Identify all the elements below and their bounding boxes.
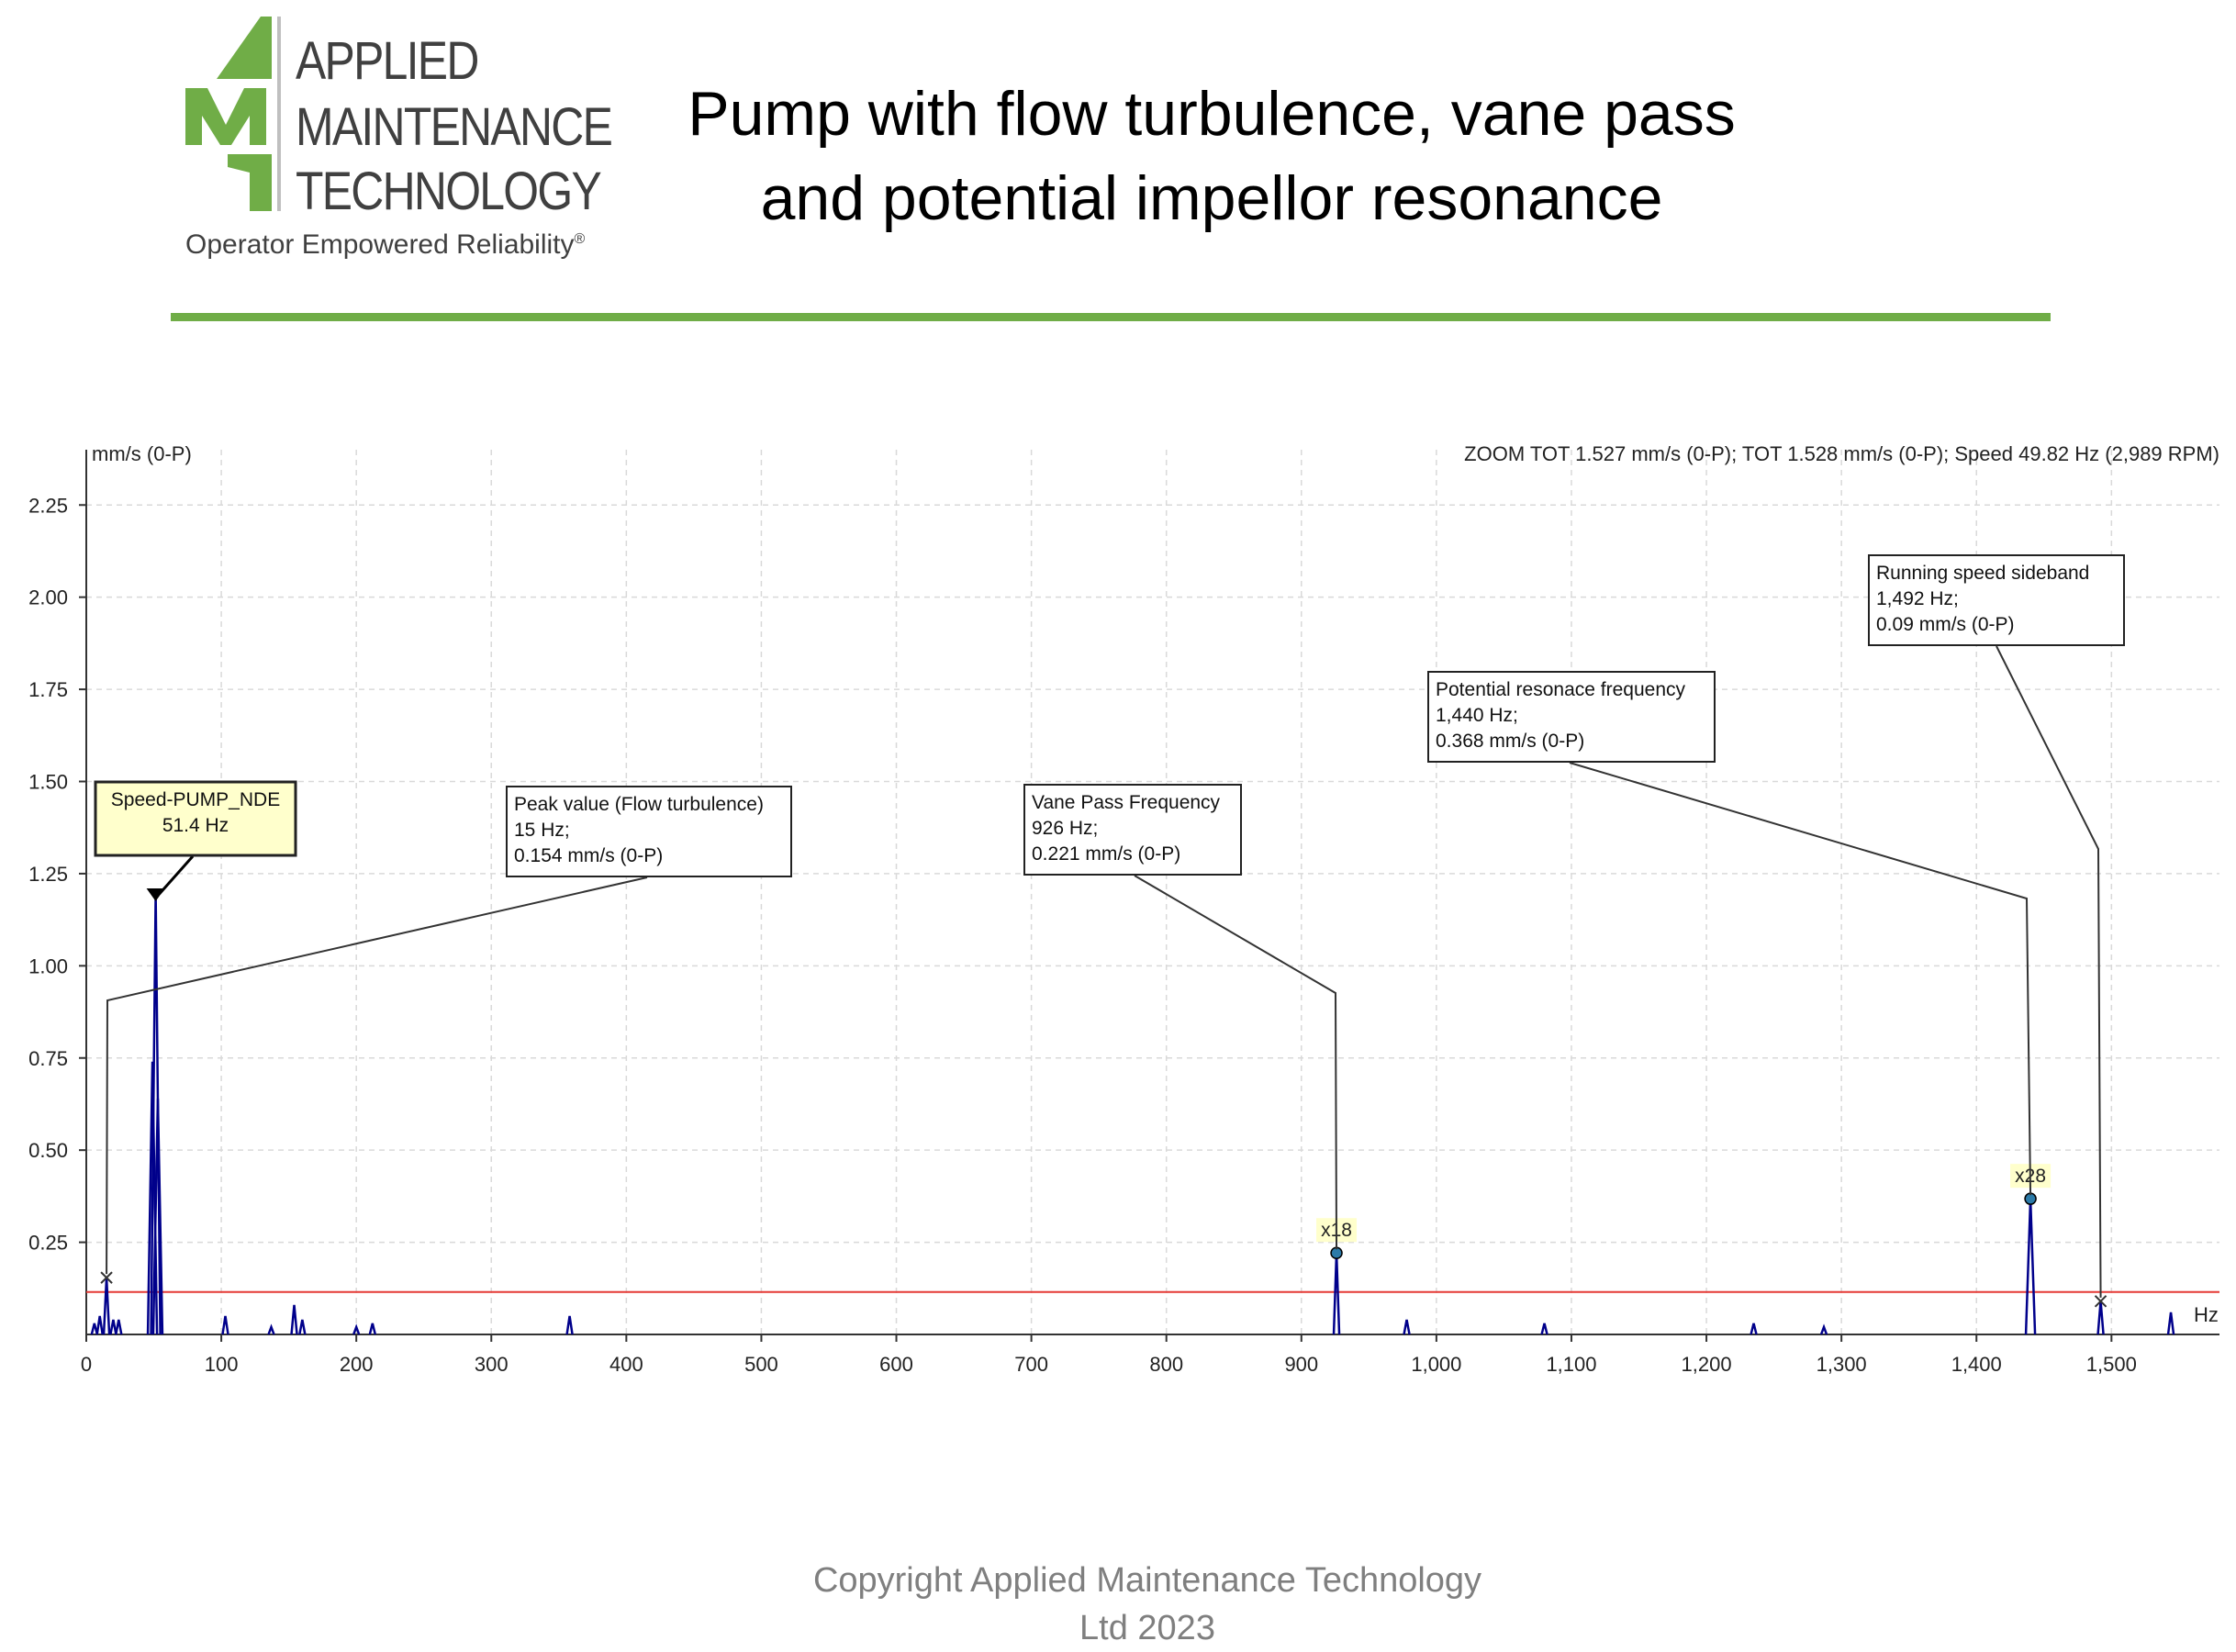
- annotation-leader: [106, 876, 648, 1275]
- x-tick-label: 300: [475, 1353, 509, 1376]
- annotation-text: Potential resonace frequency: [1436, 679, 1686, 700]
- annotation-text: 0.154 mm/s (0-P): [514, 845, 663, 866]
- spectrum-peak: [565, 1315, 574, 1335]
- x-tick-label: 0: [81, 1353, 92, 1376]
- logo-applied: APPLIED: [296, 31, 479, 91]
- annotation-leader: [1134, 875, 1338, 1250]
- y-tick-label: 2.00: [28, 586, 68, 609]
- y-tick-label: 1.50: [28, 771, 68, 794]
- annotation-box: [1023, 784, 1242, 876]
- spectrum-peak: [298, 1319, 307, 1335]
- spectrum-peak: [368, 1323, 377, 1335]
- chart-summary: ZOOM TOT 1.527 mm/s (0-P); TOT 1.528 mm/…: [1464, 442, 2219, 465]
- annotation-text: Vane Pass Frequency: [1032, 792, 1221, 813]
- spectrum-peak: [115, 1319, 123, 1335]
- cross-marker: [100, 1271, 113, 1284]
- spectrum-peak: [352, 1323, 361, 1335]
- y-tick-label: 0.75: [28, 1047, 68, 1070]
- spectrum-peak: [90, 1323, 99, 1335]
- annotation-leader: [1996, 645, 2102, 1298]
- spectrum-peak: [290, 1304, 298, 1335]
- spectrum-peak: [1819, 1323, 1828, 1335]
- annotation-text: 51.4 Hz: [162, 815, 229, 836]
- y-tick-label: 0.50: [28, 1139, 68, 1162]
- speed-leader: [158, 855, 195, 895]
- annotation-box: [1868, 554, 2125, 646]
- annotation-text: 0.221 mm/s (0-P): [1032, 843, 1180, 865]
- spectrum-peak: [109, 1319, 117, 1335]
- spectrum-peak: [221, 1315, 229, 1335]
- x-tick-label: 1,400: [1951, 1353, 2002, 1376]
- am-logo-icon: [185, 17, 272, 211]
- company-logo: APPLIED MAINTENANCE TECHNOLOGY Operator …: [180, 17, 620, 273]
- speed-arrowhead: [146, 888, 165, 901]
- spectrum-peak: [1332, 1253, 1341, 1335]
- annotation-text: 1,440 Hz;: [1436, 705, 1518, 726]
- annotation-text: Peak value (Flow turbulence): [514, 794, 764, 815]
- annotation-box: [94, 780, 297, 857]
- annotation-text: Running speed sideband: [1876, 563, 2089, 584]
- x-tick-label: 100: [205, 1353, 239, 1376]
- vibration-spectrum-chart: 0 100 200 300 400 500 600 700 800 900 1,000 1,100 1,…: [28, 442, 2219, 1376]
- footer-line-1: Copyright Applied Maintenance Technology: [812, 1561, 1482, 1600]
- page-title: Pump with flow turbulence, vane pass and…: [643, 72, 1781, 240]
- annotation-text: 0.368 mm/s (0-P): [1436, 731, 1584, 752]
- logo-maintenance: MAINTENANCE: [296, 97, 613, 157]
- y-tick-label: 2.25: [28, 494, 68, 517]
- spectrum-peak: [151, 1098, 164, 1335]
- y-tick-label: 1.25: [28, 863, 68, 886]
- annotation-text: 0.09 mm/s (0-P): [1876, 614, 2015, 635]
- copyright-footer: Copyright Applied Maintenance Technology…: [643, 1557, 1652, 1652]
- title-divider: [171, 313, 2051, 321]
- spectrum-peak: [2096, 1300, 2105, 1335]
- annotation-box: [1427, 671, 1716, 763]
- x-tick-label: 1,200: [1682, 1353, 1732, 1376]
- spectrum-peak: [1750, 1323, 1758, 1335]
- annotation-text: 15 Hz;: [514, 820, 570, 841]
- y-tick-label: 0.25: [28, 1232, 68, 1255]
- spectrum-peak: [1540, 1323, 1548, 1335]
- footer-line-2: Ltd 2023: [1079, 1609, 1215, 1647]
- annotation-text: 926 Hz;: [1032, 818, 1098, 839]
- spectrum-peak: [2166, 1312, 2175, 1335]
- y-axis-label: mm/s (0-P): [92, 442, 192, 465]
- x-tick-label: 200: [340, 1353, 374, 1376]
- annotation-box: [506, 786, 792, 877]
- spectrum-peak: [2024, 1199, 2037, 1335]
- x-axis-label: Hz: [2194, 1303, 2219, 1326]
- x-tick-label: 700: [1014, 1353, 1048, 1376]
- annotation-text: Speed-PUMP_NDE: [111, 789, 280, 810]
- annotation-leader: [1569, 762, 2032, 1196]
- x-tick-label: 1,000: [1411, 1353, 1461, 1376]
- x-tick-label: 600: [879, 1353, 913, 1376]
- y-tick-label: 1.75: [28, 678, 68, 701]
- cross-marker: [2094, 1295, 2107, 1308]
- spectrum-peak: [102, 1278, 111, 1335]
- y-tick-label: 1.00: [28, 954, 68, 977]
- logo-divider: [277, 17, 281, 211]
- x-tick-label: 1,300: [1817, 1353, 1867, 1376]
- spectrum-peak: [267, 1323, 275, 1335]
- title-line-1: Pump with flow turbulence, vane pass: [688, 79, 1736, 149]
- logo-technology: TECHNOLOGY: [296, 162, 602, 221]
- x-tick-label: 900: [1284, 1353, 1318, 1376]
- annotation-text: 1,492 Hz;: [1876, 588, 1959, 609]
- x-tick-label: 400: [609, 1353, 643, 1376]
- x-tick-label: 1,100: [1546, 1353, 1596, 1376]
- title-line-2: and potential impellor resonance: [760, 163, 1663, 233]
- logo-tagline: Operator Empowered Reliability®: [185, 229, 586, 260]
- spectrum-peak: [95, 1315, 104, 1335]
- x-tick-label: 500: [744, 1353, 778, 1376]
- x-tick-label: 1,500: [2086, 1353, 2137, 1376]
- x-tick-label: 800: [1149, 1353, 1183, 1376]
- spectrum-peak: [1403, 1319, 1411, 1335]
